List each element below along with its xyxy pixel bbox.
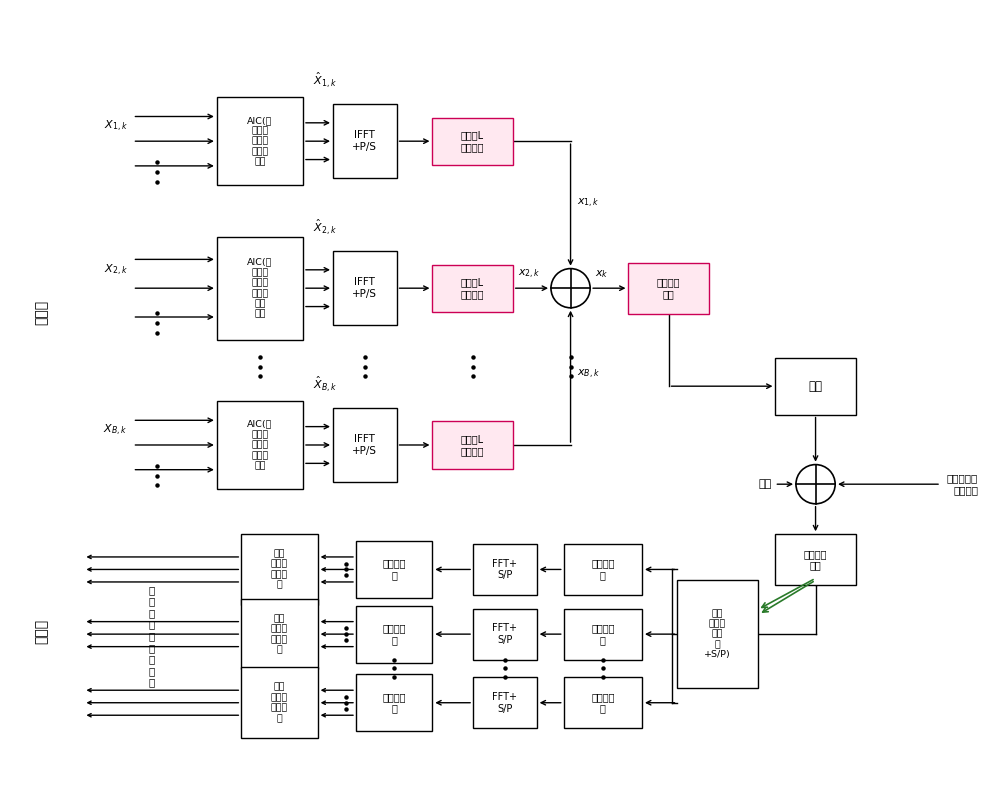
Text: 匹配滤波
器: 匹配滤波 器	[591, 623, 615, 645]
Text: $X_{B,k}$: $X_{B,k}$	[103, 422, 128, 437]
FancyBboxPatch shape	[356, 541, 432, 598]
Text: 长度为L
的滤波器: 长度为L 的滤波器	[461, 131, 484, 152]
Text: $\hat{X}_{2,k}$: $\hat{X}_{2,k}$	[313, 218, 337, 237]
Text: IFFT
+P/S: IFFT +P/S	[352, 131, 377, 152]
FancyBboxPatch shape	[333, 252, 397, 325]
Text: IFFT
+P/S: IFFT +P/S	[352, 278, 377, 299]
FancyBboxPatch shape	[217, 237, 303, 339]
Text: $X_{2,k}$: $X_{2,k}$	[104, 263, 128, 278]
Text: FFT+
S/P: FFT+ S/P	[492, 558, 517, 581]
FancyBboxPatch shape	[217, 97, 303, 185]
Text: 来自其他用
户的干扰: 来自其他用 户的干扰	[947, 473, 978, 495]
Text: $\hat{X}_{1,k}$: $\hat{X}_{1,k}$	[313, 70, 337, 90]
Text: 发送端: 发送端	[34, 300, 48, 325]
Text: 去掉
干扰对
消子载
波: 去掉 干扰对 消子载 波	[271, 683, 288, 723]
Text: 噪声: 噪声	[758, 479, 771, 489]
FancyBboxPatch shape	[473, 544, 537, 595]
FancyBboxPatch shape	[432, 265, 513, 312]
Text: $x_{1,k}$: $x_{1,k}$	[577, 197, 600, 210]
Text: 迫零均衡
器: 迫零均衡 器	[382, 692, 406, 713]
Text: 长度为L
的滤波器: 长度为L 的滤波器	[461, 278, 484, 299]
Text: $x_k$: $x_k$	[595, 268, 609, 280]
FancyBboxPatch shape	[564, 544, 642, 595]
FancyBboxPatch shape	[356, 606, 432, 663]
FancyBboxPatch shape	[333, 104, 397, 178]
Text: 信道: 信道	[809, 380, 823, 392]
FancyBboxPatch shape	[241, 668, 318, 738]
Text: $x_{B,k}$: $x_{B,k}$	[577, 368, 600, 381]
Text: $x_{2,k}$: $x_{2,k}$	[518, 268, 540, 282]
Text: 接收端: 接收端	[34, 619, 48, 644]
FancyBboxPatch shape	[432, 118, 513, 165]
FancyBboxPatch shape	[564, 677, 642, 729]
FancyBboxPatch shape	[241, 599, 318, 669]
Text: 去掉
干扰对
消子载
波: 去掉 干扰对 消子载 波	[271, 550, 288, 589]
FancyBboxPatch shape	[432, 422, 513, 468]
Text: FFT+
S/P: FFT+ S/P	[492, 623, 517, 645]
Text: 匹配滤波
器: 匹配滤波 器	[591, 692, 615, 713]
Text: 去掉
干扰对
消子载
波: 去掉 干扰对 消子载 波	[271, 614, 288, 654]
Text: 匹配滤波
器: 匹配滤波 器	[591, 558, 615, 581]
Text: AIC(两
侧对称
插入干
扰对消
子载
波）: AIC(两 侧对称 插入干 扰对消 子载 波）	[247, 258, 273, 319]
FancyBboxPatch shape	[628, 263, 709, 314]
Text: $\hat{X}_{B,k}$: $\hat{X}_{B,k}$	[313, 374, 337, 394]
Text: 长度为L
的滤波器: 长度为L 的滤波器	[461, 434, 484, 456]
Text: AIC(右
侧插入
干扰对
消子载
波）: AIC(右 侧插入 干扰对 消子载 波）	[247, 116, 273, 166]
Text: AIC(左
侧插入
干扰对
消子载
波）: AIC(左 侧插入 干扰对 消子载 波）	[247, 420, 273, 471]
FancyBboxPatch shape	[473, 608, 537, 660]
Text: FFT+
S/P: FFT+ S/P	[492, 692, 517, 713]
FancyBboxPatch shape	[333, 408, 397, 482]
FancyBboxPatch shape	[356, 674, 432, 731]
FancyBboxPatch shape	[217, 401, 303, 489]
FancyBboxPatch shape	[473, 677, 537, 729]
FancyBboxPatch shape	[241, 534, 318, 605]
Text: 迫零均衡
器: 迫零均衡 器	[382, 558, 406, 581]
Text: 射频转到
基频: 射频转到 基频	[804, 549, 827, 570]
Text: $X_{1,k}$: $X_{1,k}$	[104, 119, 128, 134]
Text: 时域
预处理
（加
窗
+S/P): 时域 预处理 （加 窗 +S/P)	[704, 609, 731, 660]
Text: 基频转到
射频: 基频转到 射频	[657, 278, 680, 299]
Text: IFFT
+P/S: IFFT +P/S	[352, 434, 377, 456]
Text: 估
计
出
的
多
进
制
符
号: 估 计 出 的 多 进 制 符 号	[149, 585, 155, 687]
FancyBboxPatch shape	[775, 534, 856, 585]
FancyBboxPatch shape	[677, 581, 758, 688]
FancyBboxPatch shape	[775, 358, 856, 414]
Text: 迫零均衡
器: 迫零均衡 器	[382, 623, 406, 645]
FancyBboxPatch shape	[564, 608, 642, 660]
